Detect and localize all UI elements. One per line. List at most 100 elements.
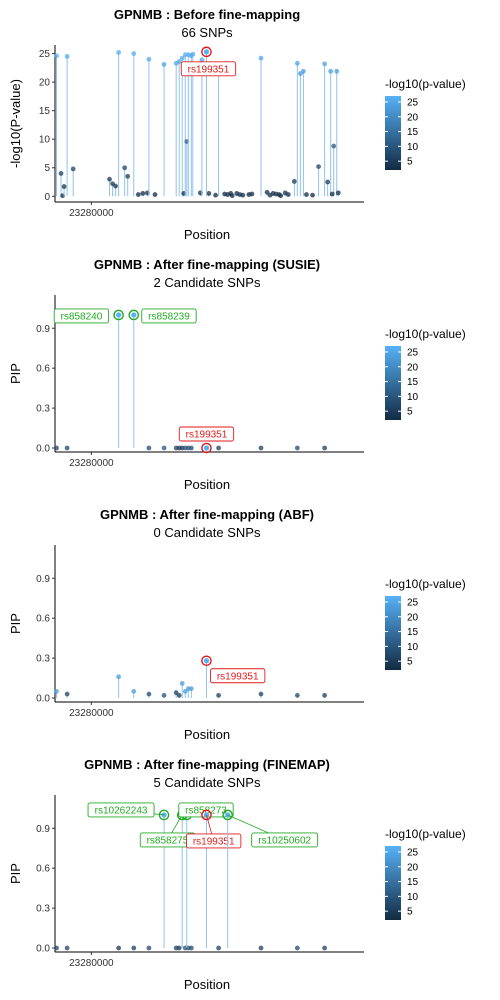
highlight-point [203, 658, 210, 664]
chart-panel-0: GPNMB : Before fine-mapping 66 SNPs 0 5 10 15… [8, 7, 466, 242]
y-tick-label: 25 [39, 49, 51, 60]
data-point [331, 143, 337, 149]
y-tick-label: 0.3 [36, 404, 50, 415]
data-point [325, 179, 331, 185]
data-point [291, 179, 297, 184]
data-point [54, 445, 59, 451]
legend-colorbar [385, 596, 401, 670]
chart-subtitle: 66 SNPs [181, 25, 233, 40]
data-point [116, 674, 122, 680]
data-point [176, 945, 182, 951]
x-axis-title: Position [184, 727, 230, 742]
chart-title: GPNMB : After fine-mapping (ABF) [100, 507, 314, 522]
data-point [264, 189, 270, 195]
data-point [54, 688, 59, 694]
data-point [54, 945, 59, 951]
snp-label: rs10262243 [95, 805, 148, 816]
data-point [294, 945, 300, 951]
data-point [316, 164, 321, 170]
data-point [294, 60, 300, 66]
y-tick-label: 0.3 [36, 654, 50, 665]
legend-tick-label: 15 [407, 127, 419, 138]
data-point [249, 191, 255, 197]
data-point [258, 691, 264, 697]
highlight-ring [201, 655, 212, 667]
legend-tick-label: 10 [407, 642, 419, 653]
snp-label: rs10250602 [258, 835, 311, 846]
legend-tick-label: 10 [407, 892, 419, 903]
legend-tick-label: 5 [407, 907, 413, 918]
snp-label: rs199351 [188, 64, 230, 75]
data-point [70, 166, 76, 172]
legend-tick-label: 20 [407, 862, 419, 873]
y-tick-label: 0 [44, 192, 50, 203]
data-point [188, 445, 194, 451]
x-tick-label: 23280000 [69, 708, 114, 719]
data-point [107, 176, 112, 182]
data-point [146, 56, 152, 62]
snp-label-box [180, 61, 237, 77]
y-axis-title: PIP [8, 363, 23, 384]
legend-tick-label: 15 [407, 627, 419, 638]
highlight-point [116, 312, 122, 318]
data-point [161, 692, 167, 698]
highlight-ring [201, 442, 212, 454]
data-point [135, 192, 141, 197]
snp-label-box [251, 832, 319, 848]
legend-tick-label: 20 [407, 362, 419, 373]
x-tick-label: 23280000 [69, 958, 114, 969]
data-point [301, 68, 306, 74]
snp-label-box [141, 308, 197, 324]
snp-label: rs858239 [148, 311, 190, 322]
data-point [122, 165, 128, 171]
data-point [258, 945, 264, 951]
data-point [146, 945, 152, 951]
snp-label: rs199351 [193, 836, 235, 847]
chart-title: GPNMB : After fine-mapping (FINEMAP) [84, 757, 330, 772]
y-tick-label: 0.3 [36, 904, 50, 915]
highlight-point [203, 445, 210, 451]
y-tick-label: 0.0 [36, 944, 50, 955]
legend-title: -log10(p-value) [385, 577, 466, 591]
legend-tick-label: 15 [407, 377, 419, 388]
legend-tick-label: 5 [407, 157, 413, 168]
data-point [64, 691, 70, 697]
data-point [216, 692, 221, 698]
data-point [58, 171, 64, 176]
highlight-ring [113, 309, 124, 321]
y-tick-label: 5 [44, 163, 50, 174]
y-tick-label: 0.6 [36, 614, 50, 625]
legend-colorbar [385, 346, 401, 420]
highlight-ring [222, 809, 233, 821]
highlight-point [203, 49, 210, 55]
data-point [116, 50, 122, 55]
snp-label-box [178, 426, 235, 442]
data-point [176, 692, 182, 698]
legend-tick-label: 15 [407, 877, 419, 888]
highlight-ring [201, 46, 212, 58]
snp-label: rs199351 [217, 671, 259, 682]
data-point [258, 445, 264, 451]
legend-colorbar [385, 96, 401, 170]
y-tick-label: 0.9 [36, 574, 50, 585]
legend-tick-label: 5 [407, 657, 413, 668]
data-point [328, 68, 334, 74]
chart-title: GPNMB : After fine-mapping (SUSIE) [94, 257, 320, 272]
snp-label: rs858275 [147, 835, 189, 846]
y-tick-label: 0.9 [36, 324, 50, 335]
legend-title: -log10(p-value) [385, 77, 466, 91]
data-point [61, 184, 67, 189]
data-point [64, 54, 70, 59]
y-tick-label: 0.0 [36, 444, 50, 455]
legend-tick-label: 20 [407, 612, 419, 623]
highlight-ring [201, 809, 212, 821]
y-tick-label: 10 [39, 135, 51, 146]
data-point [216, 945, 221, 951]
legend-tick-label: 25 [407, 347, 419, 358]
data-point [285, 192, 291, 197]
data-point [335, 190, 341, 196]
chart-title: GPNMB : Before fine-mapping [114, 7, 300, 22]
highlight-point [131, 312, 137, 318]
y-axis-title: -log10(P-value) [8, 79, 23, 168]
